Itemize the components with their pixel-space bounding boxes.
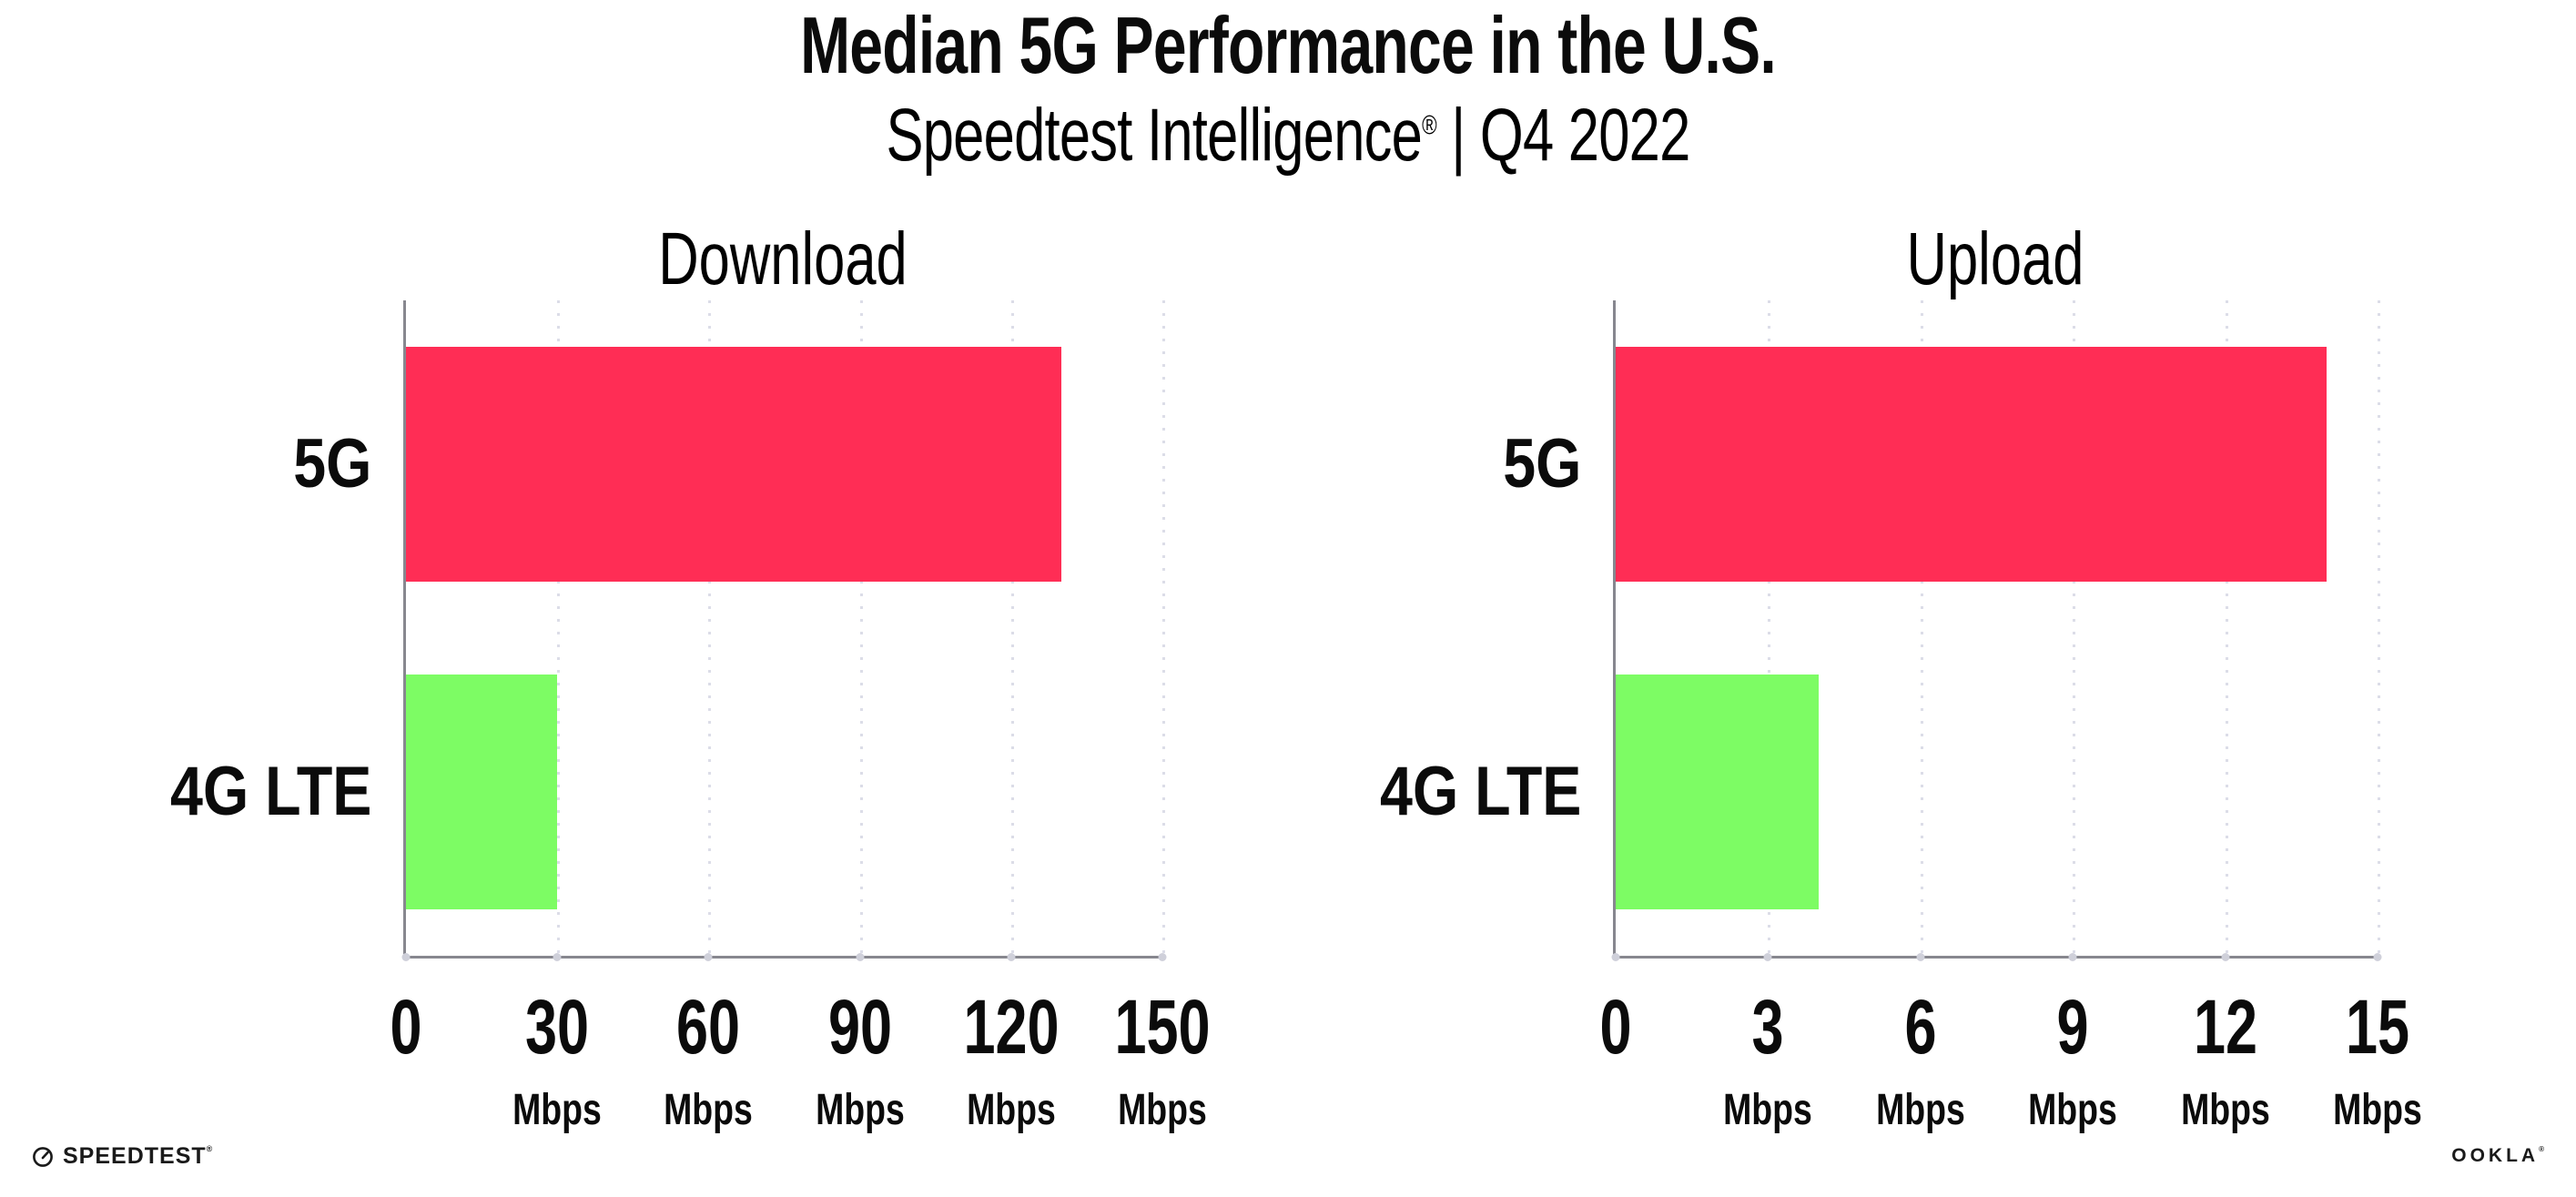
category-label-5g: 5G [1502, 425, 1581, 502]
x-tick-label-90: 90 [827, 984, 892, 1070]
x-tick-label-120: 120 [963, 984, 1060, 1070]
x-tick-unit-9: Mbps [2028, 1086, 2118, 1134]
ookla-registered-mark: ® [2539, 1145, 2544, 1153]
x-tick-label-0: 0 [1599, 984, 1632, 1070]
x-tick-label-0: 0 [390, 984, 422, 1070]
x-tick-label-9: 9 [2056, 984, 2089, 1070]
ookla-wordmark: OOKLA [2451, 1145, 2540, 1166]
page-title: Median 5G Performance in the U.S. [800, 0, 1777, 90]
gridline-3 [1768, 300, 1771, 956]
gridline-30 [557, 300, 561, 956]
subtitle-brand: Speedtest Intelligence [886, 94, 1423, 177]
category-label-5g: 5G [292, 425, 371, 502]
gridline-15 [2378, 300, 2380, 956]
x-tick-unit-150: Mbps [1118, 1086, 1207, 1134]
x-tick-label-12: 12 [2193, 984, 2257, 1070]
x-tick-unit-15: Mbps [2333, 1086, 2422, 1134]
x-tick-label-6: 6 [1904, 984, 1937, 1070]
x-tick-unit-6: Mbps [1875, 1086, 1965, 1134]
bar-5g-upload [1616, 347, 2328, 582]
axis-tick-dot-30 [553, 953, 562, 961]
upload-plot-area: 0 3 Mbps 6 Mbps 9 Mbps 12 Mbps 15 Mbps 5G 4G LTE [1380, 300, 2422, 1132]
gridline-120 [1010, 300, 1014, 956]
speedtest-registered-mark: ® [206, 1144, 214, 1153]
gridline-150 [1162, 300, 1165, 956]
speedtest-gauge-icon [33, 1146, 53, 1167]
gridline-60 [708, 300, 712, 956]
axis-tick-dot-9 [2068, 953, 2077, 961]
gridline-9 [2073, 300, 2076, 956]
axis-tick-dot-60 [704, 953, 713, 961]
axis-tick-dot-120 [1007, 953, 1016, 961]
gridline-12 [2225, 300, 2228, 956]
ookla-logo: OOKLA® [2451, 1145, 2544, 1166]
x-tick-unit-3: Mbps [1723, 1086, 1813, 1134]
x-tick-unit-90: Mbps [815, 1086, 905, 1134]
x-tick-unit-30: Mbps [512, 1086, 603, 1134]
upload-chart-title: Upload [1906, 218, 2084, 300]
page-subtitle: Speedtest Intelligence® | Q4 2022 [322, 98, 2255, 173]
axis-tick-dot-0 [401, 953, 411, 961]
axis-tick-dot-0 [1611, 953, 1620, 961]
upload-chart-panel: Upload 0 3 Mbps 6 Mbps 9 Mbps 12 Mbps 15 Mbps 5G 4G … [1380, 222, 2422, 1132]
download-chart-panel: Download 0 30 Mbps 60 Mbps 90 Mbps 120 Mbps 150 Mb… [170, 222, 1211, 1132]
axis-tick-dot-15 [2373, 953, 2382, 961]
x-tick-label-30: 30 [525, 984, 590, 1070]
x-tick-unit-120: Mbps [966, 1086, 1056, 1134]
x-tick-label-150: 150 [1114, 984, 1211, 1070]
axis-tick-dot-150 [1158, 953, 1167, 961]
speedtest-wordmark: SPEEDTEST® [63, 1143, 214, 1169]
axis-tick-dot-12 [2221, 953, 2230, 961]
download-chart-title: Download [658, 218, 908, 300]
bar-4g-lte-download [406, 675, 558, 909]
bar-4g-lte-upload [1616, 675, 1820, 909]
speedtest-logo: SPEEDTEST® [32, 1145, 213, 1168]
axis-tick-dot-6 [1916, 953, 1925, 961]
x-tick-label-15: 15 [2345, 984, 2410, 1070]
gridline-90 [859, 300, 863, 956]
gridline-6 [1920, 300, 1923, 956]
category-label-4g-lte: 4G LTE [169, 753, 371, 830]
x-tick-unit-60: Mbps [664, 1086, 754, 1134]
x-tick-unit-12: Mbps [2180, 1086, 2270, 1134]
bar-5g-download [406, 347, 1062, 582]
axis-tick-dot-3 [1763, 953, 1772, 961]
x-tick-label-60: 60 [676, 984, 741, 1070]
category-label-4g-lte: 4G LTE [1379, 753, 1581, 830]
subtitle-period: | Q4 2022 [1435, 94, 1690, 177]
axis-tick-dot-90 [856, 953, 865, 961]
registered-mark: ® [1422, 110, 1437, 141]
x-tick-label-3: 3 [1751, 984, 1784, 1070]
download-plot-area: 0 30 Mbps 60 Mbps 90 Mbps 120 Mbps 150 Mbps 5G 4G LT… [170, 300, 1211, 1132]
